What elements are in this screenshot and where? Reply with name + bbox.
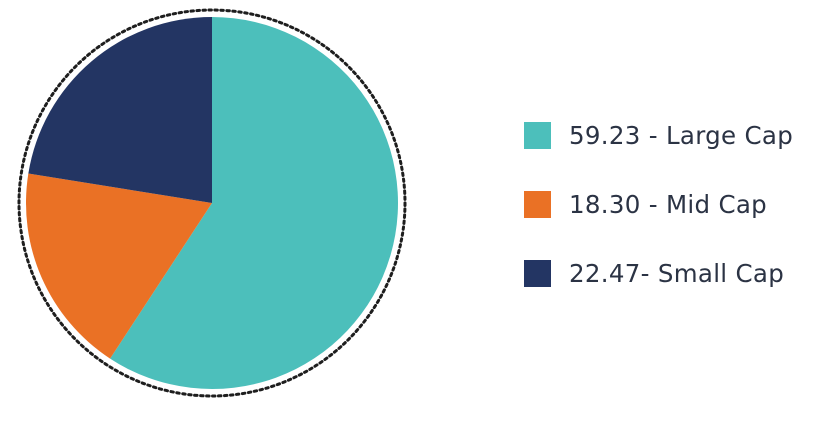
legend-label-small-cap: 22.47- Small Cap	[569, 258, 785, 288]
pie-slice-large-cap	[110, 17, 398, 389]
legend-swatch-small-cap	[524, 259, 551, 287]
pie-slice-small-cap	[28, 16, 213, 204]
pie-dotted-border	[17, 8, 407, 398]
pie-slices	[25, 16, 398, 389]
legend-label-mid-cap: 18.30 - Mid Cap	[569, 189, 768, 219]
legend-label-large-cap: 59.23 - Large Cap	[569, 120, 794, 150]
legend-item-large-cap: 59.23 - Large Cap	[524, 118, 824, 152]
chart-legend: 59.23 - Large Cap 18.30 - Mid Cap 22.47-…	[524, 118, 824, 325]
legend-swatch-large-cap	[524, 121, 551, 149]
legend-swatch-mid-cap	[524, 190, 551, 218]
pie-slice-mid-cap	[25, 173, 212, 359]
legend-item-mid-cap: 18.30 - Mid Cap	[524, 187, 824, 221]
legend-item-small-cap: 22.47- Small Cap	[524, 256, 824, 290]
